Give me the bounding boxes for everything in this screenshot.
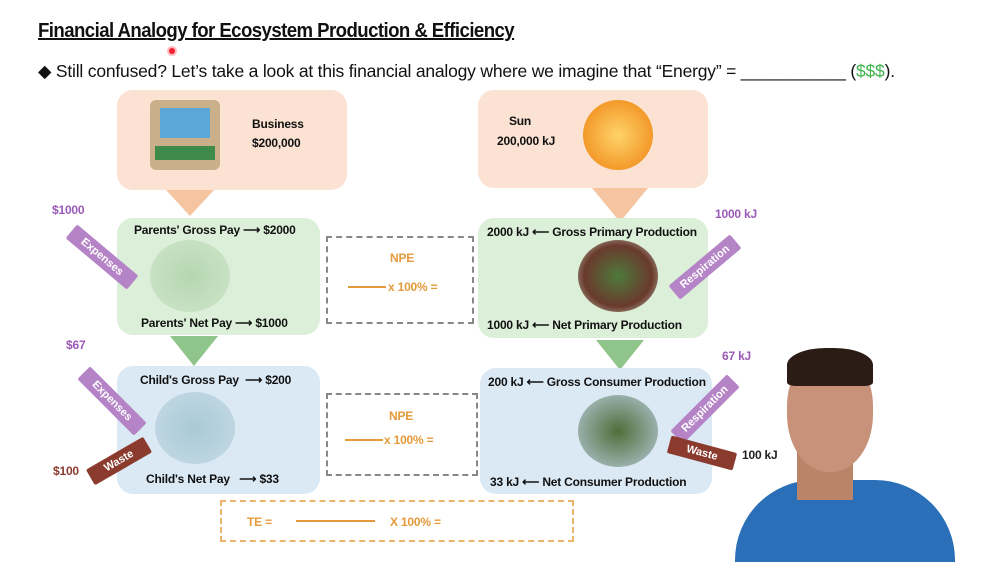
consumer-waste-value: 100 kJ xyxy=(742,448,778,462)
npe-formula-box-2 xyxy=(326,393,478,476)
te-formula: X 100% = xyxy=(390,515,441,529)
parents-net-label: Parents' Net Pay ⟶ $1000 xyxy=(141,316,288,330)
down-arrow xyxy=(592,188,648,222)
npe-formula: x 100% = xyxy=(384,433,434,447)
pointer-cursor xyxy=(167,46,177,56)
parents-gross-label: Parents' Gross Pay ⟶ $2000 xyxy=(134,223,296,237)
bullet-text: ◆ Still confused? Let’s take a look at t… xyxy=(38,61,895,81)
child-expenses-value: $67 xyxy=(66,338,86,352)
down-arrow xyxy=(596,340,644,370)
npe-label: NPE xyxy=(390,251,415,265)
sun-icon xyxy=(583,100,653,170)
te-label: TE = xyxy=(247,515,272,529)
gcp-label: 200 kJ ⟵ Gross Consumer Production xyxy=(488,375,706,389)
presenter-video xyxy=(725,340,965,562)
grasshopper-image xyxy=(578,395,658,467)
down-arrow xyxy=(170,336,218,366)
down-arrow xyxy=(166,190,214,216)
child-image xyxy=(155,392,235,464)
fraction-line xyxy=(348,286,386,288)
npe-label: NPE xyxy=(389,409,414,423)
business-value: $200,000 xyxy=(252,136,301,150)
sun-label: Sun xyxy=(509,114,532,128)
money-symbol: $$$ xyxy=(855,61,885,81)
child-waste-value: $100 xyxy=(53,464,79,478)
fraction-line xyxy=(345,439,383,441)
npe-formula-box-1 xyxy=(326,236,474,324)
npe-formula: x 100% = xyxy=(388,280,438,294)
parents-image xyxy=(150,240,230,312)
gpp-label: 2000 kJ ⟵ Gross Primary Production xyxy=(487,225,697,239)
ncp-label: 33 kJ ⟵ Net Consumer Production xyxy=(490,475,687,489)
consumer-respiration-value: 67 kJ xyxy=(722,349,752,363)
presenter-hair xyxy=(787,348,873,386)
business-store-icon xyxy=(150,100,220,170)
sun-value: 200,000 kJ xyxy=(497,134,556,148)
business-label: Business xyxy=(252,117,304,131)
npp-label: 1000 kJ ⟵ Net Primary Production xyxy=(487,318,682,332)
child-net-label: Child's Net Pay ⟶ $33 xyxy=(146,472,279,486)
fraction-line xyxy=(296,520,375,522)
plant-respiration-value: 1000 kJ xyxy=(715,207,757,221)
te-formula-box xyxy=(220,500,574,542)
plant-image xyxy=(578,240,658,312)
page-title: Financial Analogy for Ecosystem Producti… xyxy=(38,20,515,42)
parents-expenses-value: $1000 xyxy=(52,203,85,217)
diamond-bullet-icon: ◆ xyxy=(38,61,56,81)
child-gross-label: Child's Gross Pay ⟶ $200 xyxy=(140,373,292,387)
